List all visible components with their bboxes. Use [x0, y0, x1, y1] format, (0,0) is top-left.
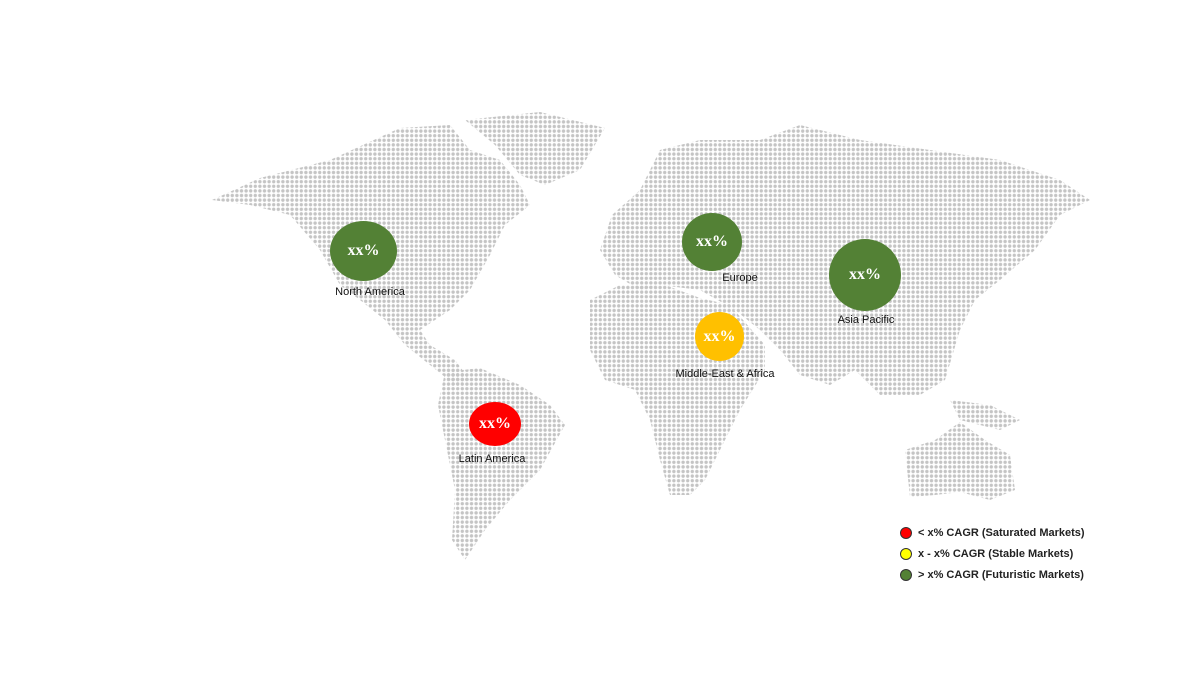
region-bubble-middle-east-africa[interactable]: xx% — [695, 312, 744, 361]
legend-item-saturated: < x% CAGR (Saturated Markets) — [900, 522, 1085, 543]
australia-landmass — [905, 422, 1015, 500]
region-bubble-europe[interactable]: xx% — [682, 213, 742, 271]
region-bubble-latin-america[interactable]: xx% — [469, 402, 521, 446]
legend: < x% CAGR (Saturated Markets) x - x% CAG… — [900, 522, 1085, 585]
legend-label: < x% CAGR (Saturated Markets) — [918, 526, 1085, 539]
region-bubble-asia-pacific[interactable]: xx% — [829, 239, 901, 311]
legend-item-stable: x - x% CAGR (Stable Markets) — [900, 543, 1085, 564]
region-bubble-north-america[interactable]: xx% — [330, 221, 397, 281]
region-value: xx% — [696, 233, 728, 250]
region-label-asia-pacific: Asia Pacific — [837, 314, 895, 326]
region-value: xx% — [479, 415, 511, 432]
region-label-north-america: North America — [335, 286, 405, 298]
region-label-latin-america: Latin America — [458, 453, 526, 465]
africa-landmass — [590, 285, 765, 495]
region-value: xx% — [703, 327, 736, 345]
region-value: xx% — [347, 242, 380, 259]
red-dot-icon — [900, 526, 912, 539]
yellow-dot-icon — [900, 547, 912, 560]
legend-label: x - x% CAGR (Stable Markets) — [918, 547, 1074, 560]
greenland-landmass — [465, 112, 605, 185]
green-dot-icon — [900, 568, 912, 581]
region-label-middle-east-africa: Middle-East & Africa — [675, 368, 775, 380]
region-value: xx% — [849, 266, 881, 283]
oceania-islands — [950, 400, 1020, 430]
legend-item-futuristic: > x% CAGR (Futuristic Markets) — [900, 564, 1085, 585]
legend-label: > x% CAGR (Futuristic Markets) — [918, 568, 1084, 581]
region-label-europe: Europe — [722, 272, 758, 284]
